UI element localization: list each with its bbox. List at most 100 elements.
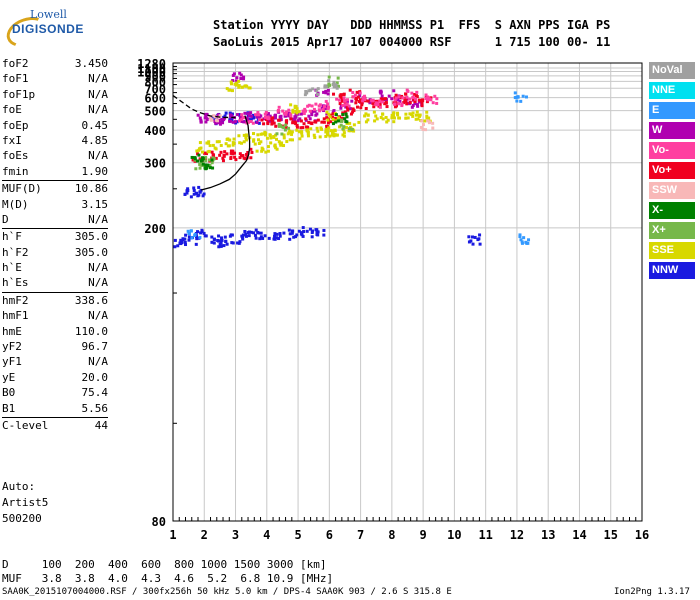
- data-point: [298, 117, 302, 121]
- data-point: [310, 122, 314, 126]
- data-point: [307, 103, 311, 107]
- data-point: [284, 123, 288, 127]
- data-point: [232, 72, 236, 76]
- data-point: [340, 99, 344, 103]
- data-point: [293, 120, 297, 124]
- data-point: [336, 84, 340, 88]
- data-point: [355, 105, 359, 109]
- data-point: [284, 112, 288, 116]
- data-point: [259, 140, 263, 144]
- data-point: [425, 116, 429, 120]
- data-point: [387, 94, 391, 98]
- data-point: [244, 133, 248, 137]
- data-point: [277, 122, 281, 126]
- data-point: [247, 234, 251, 238]
- param-label: foF1p: [2, 87, 36, 101]
- footer-version: Ion2Png 1.3.17: [614, 587, 690, 597]
- param-row: M(D) 3.15: [2, 197, 108, 212]
- data-point: [233, 155, 237, 159]
- data-point: [277, 237, 281, 241]
- data-point: [231, 79, 235, 83]
- data-point: [261, 132, 265, 136]
- data-point: [192, 188, 196, 192]
- logo-line1: Lowell: [30, 8, 67, 21]
- data-point: [374, 101, 378, 105]
- data-point: [416, 117, 420, 121]
- data-point: [424, 97, 428, 101]
- data-point: [325, 133, 329, 137]
- y-tick-label: 500: [144, 105, 166, 119]
- data-point: [204, 116, 208, 120]
- data-point: [260, 118, 264, 122]
- data-point: [404, 112, 408, 116]
- data-point: [218, 122, 222, 126]
- x-tick-label: 11: [478, 528, 492, 542]
- x-tick-label: 8: [388, 528, 395, 542]
- data-point: [360, 103, 364, 107]
- data-point: [396, 111, 400, 115]
- data-point: [431, 126, 435, 130]
- param-value: 4.85: [81, 133, 109, 147]
- data-point: [315, 230, 319, 234]
- data-point: [378, 105, 382, 109]
- muf-row: MUF 3.8 3.8 4.0 4.3 4.6 5.2 6.8 10.9 [MH…: [2, 572, 334, 585]
- data-point: [181, 238, 185, 242]
- x-tick-label: 2: [201, 528, 208, 542]
- data-point: [278, 115, 282, 119]
- data-point: [291, 229, 295, 233]
- data-point: [256, 111, 260, 115]
- data-point: [289, 114, 293, 118]
- data-point: [257, 118, 261, 122]
- data-point: [242, 156, 246, 160]
- data-point: [338, 98, 342, 102]
- data-point: [189, 229, 193, 233]
- data-point: [342, 125, 346, 129]
- data-point: [310, 235, 314, 239]
- data-point: [197, 185, 201, 189]
- data-point: [231, 143, 235, 147]
- data-point: [342, 93, 346, 97]
- data-point: [259, 231, 263, 235]
- data-point: [420, 101, 424, 105]
- data-point: [404, 92, 408, 96]
- data-point: [343, 117, 347, 121]
- data-point: [196, 230, 200, 234]
- data-point: [230, 114, 234, 118]
- param-row: h`E N/A: [2, 260, 108, 275]
- data-point: [222, 153, 226, 157]
- data-point: [477, 237, 481, 241]
- data-point: [220, 236, 224, 240]
- data-point: [274, 124, 278, 128]
- data-point: [222, 244, 226, 248]
- data-point: [297, 110, 301, 114]
- data-point: [232, 137, 236, 141]
- param-label: foF2: [2, 57, 29, 70]
- data-point: [394, 93, 398, 97]
- data-point: [413, 93, 417, 97]
- data-point: [397, 95, 401, 99]
- data-point: [331, 122, 335, 126]
- data-point: [215, 119, 219, 123]
- data-point: [478, 242, 482, 246]
- data-point: [366, 118, 370, 122]
- data-point: [219, 150, 223, 154]
- data-point: [513, 96, 517, 100]
- data-point: [331, 129, 335, 133]
- data-point: [250, 150, 254, 154]
- data-point: [205, 118, 209, 122]
- data-point: [427, 121, 431, 125]
- data-point: [408, 101, 412, 105]
- data-point: [240, 141, 244, 145]
- data-point: [277, 140, 281, 144]
- dashed-trace: [172, 94, 236, 119]
- data-point: [194, 242, 198, 246]
- data-point: [208, 163, 212, 167]
- data-point: [251, 121, 255, 125]
- data-point: [295, 125, 299, 129]
- data-point: [301, 226, 305, 230]
- legend-item: X-: [649, 202, 695, 219]
- data-point: [469, 239, 473, 243]
- data-point: [335, 81, 339, 85]
- data-point: [343, 110, 347, 114]
- y-tick-label: 400: [144, 124, 166, 138]
